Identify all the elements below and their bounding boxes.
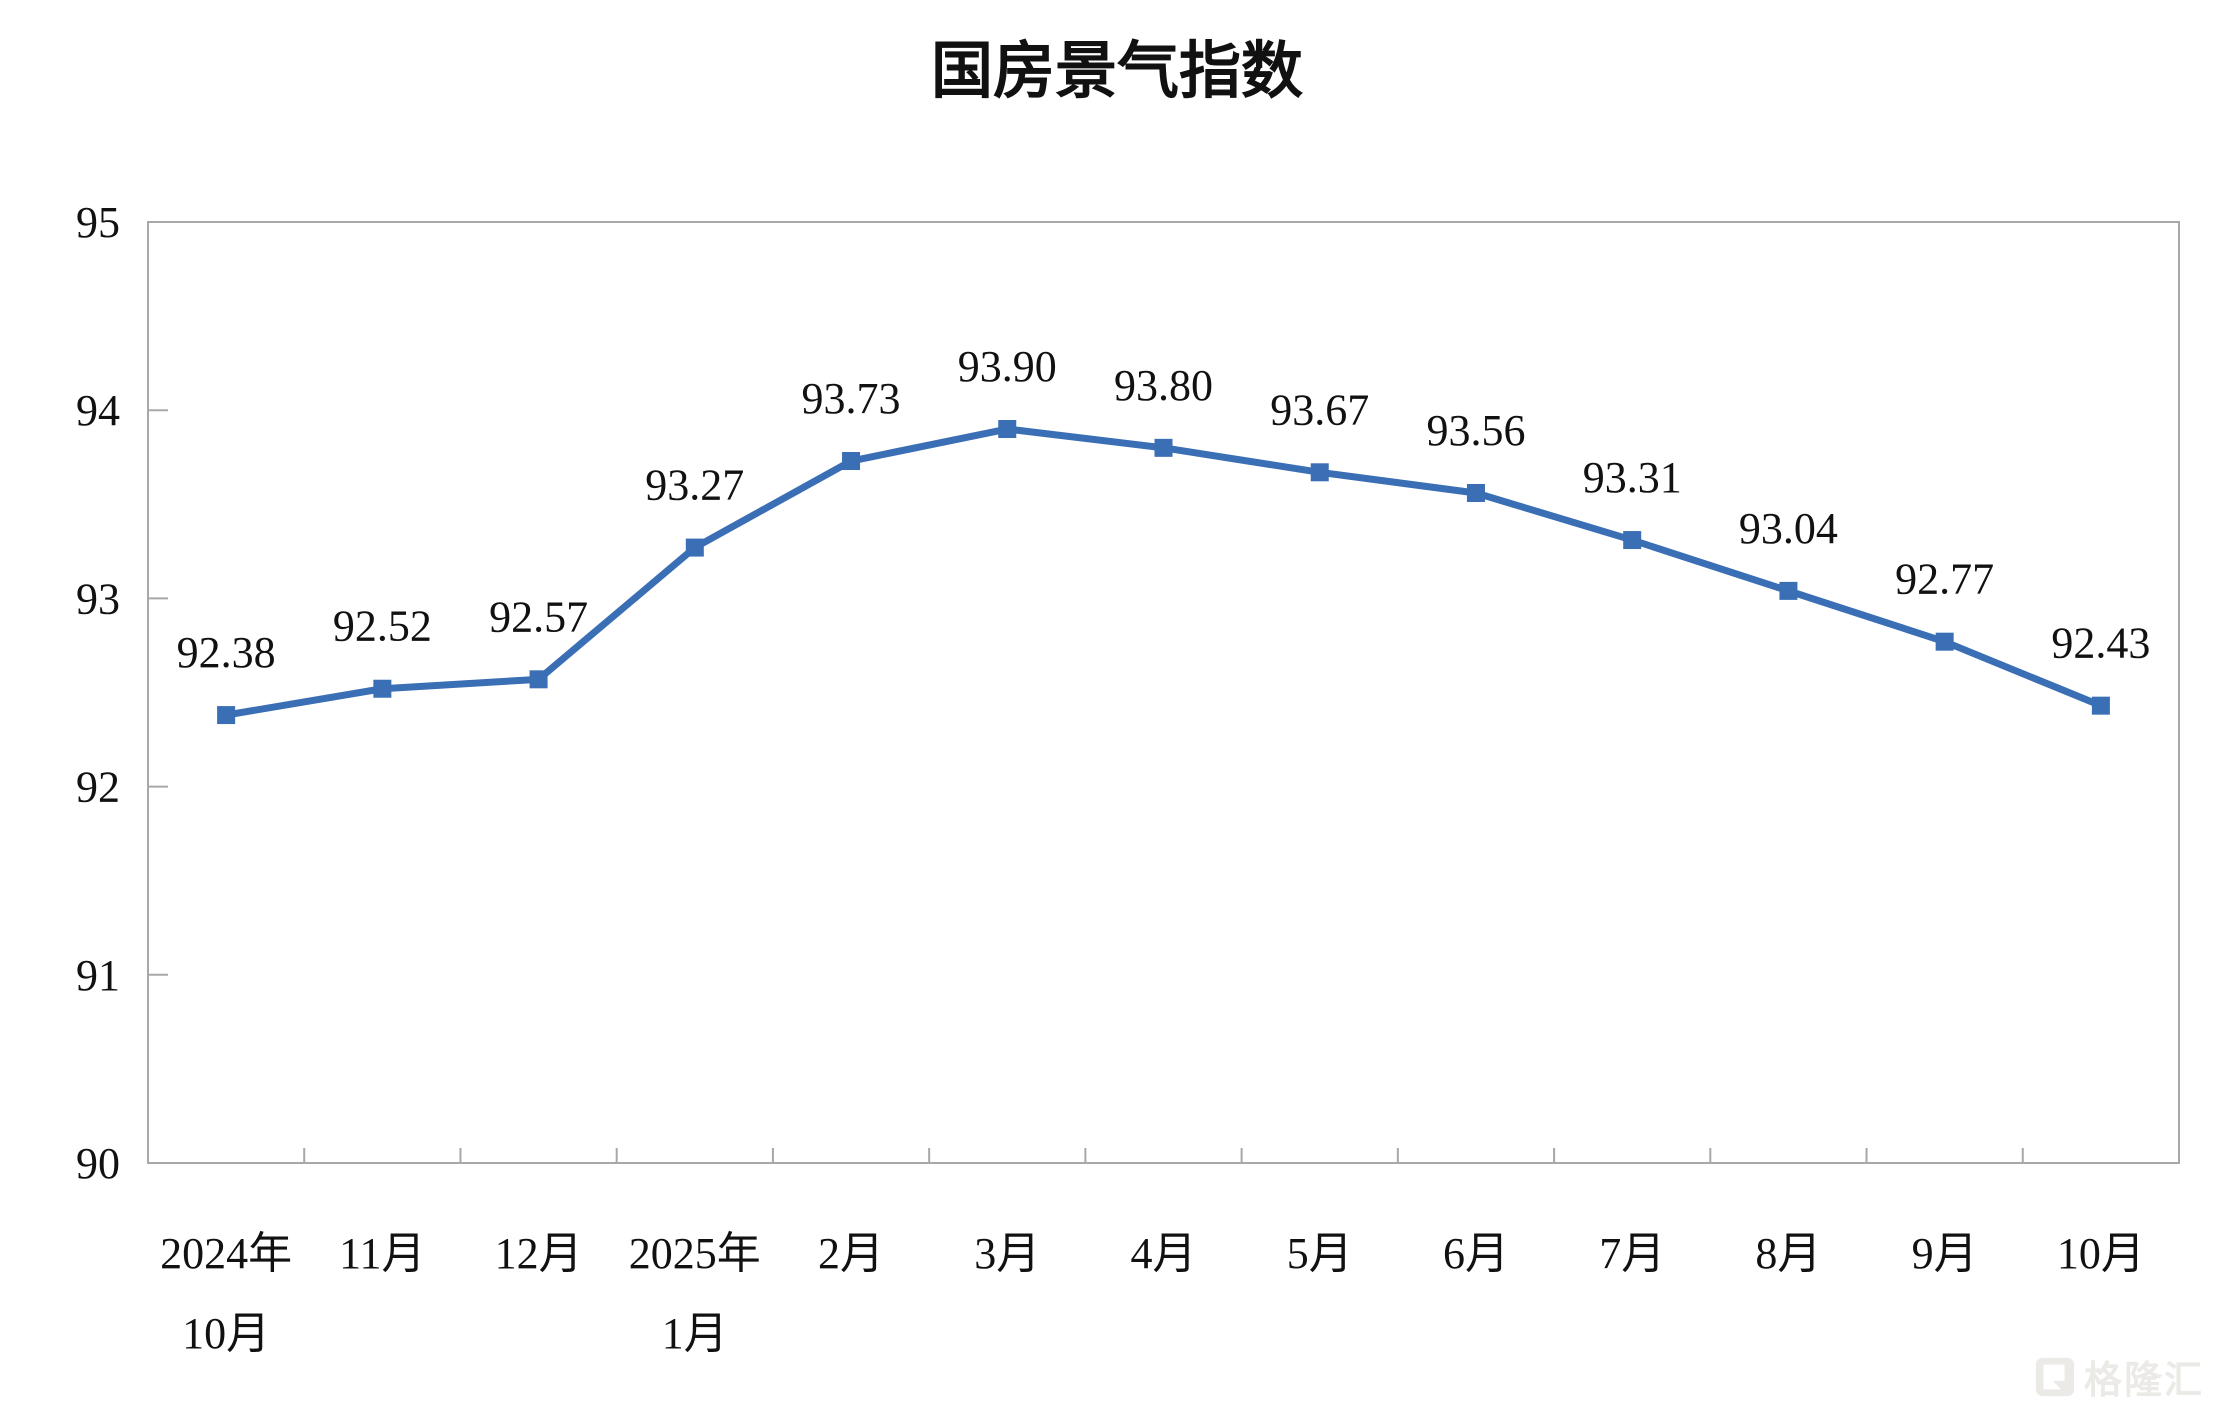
data-point-marker [529,670,548,689]
x-axis-label: 6月 [1443,1229,1509,1278]
y-axis-label: 91 [76,951,120,1000]
x-axis-label: 2024年 10月 [160,1229,292,1358]
x-axis-label: 9月 [1912,1229,1978,1278]
x-axis-label: 11月 [339,1229,425,1278]
x-axis-label: 2025年 1月 [629,1229,761,1358]
series-line [225,425,2103,719]
data-point-marker [1310,463,1329,482]
x-axis-label: 10月 [2057,1229,2145,1278]
data-label: 92.77 [1895,555,1994,604]
data-label: 93.67 [1270,385,1369,434]
data-point-marker [1466,484,1485,503]
data-label: 93.27 [645,461,744,510]
data-point-marker [2091,696,2110,715]
x-axis-label: 8月 [1755,1229,1821,1278]
data-label: 93.04 [1739,504,1838,553]
y-axis-label: 95 [76,198,120,247]
x-axis-label: 7月 [1599,1229,1665,1278]
data-label: 93.90 [958,342,1057,391]
y-axis-label: 93 [76,574,120,623]
plot-frame [147,221,2180,1164]
data-label: 93.80 [1114,361,1213,410]
data-point-marker [1154,438,1173,457]
chart-title: 国房景气指数 [930,37,1304,106]
data-point-marker [685,538,704,557]
data-label: 93.56 [1426,406,1525,455]
data-label: 93.73 [802,374,901,423]
data-point-marker [1935,632,1954,651]
data-label: 92.57 [489,592,588,641]
y-axis-label: 90 [76,1139,120,1188]
y-axis-label: 94 [76,386,120,435]
data-point-marker [1779,581,1798,600]
y-axis-label: 92 [76,763,120,812]
x-axis-label: 3月 [974,1229,1040,1278]
data-label: 92.43 [2051,619,2150,668]
gelonghui-logo-icon [2035,1357,2075,1396]
data-label: 92.52 [333,602,432,651]
gelonghui-watermark: 格隆汇 [2034,1349,2204,1404]
x-axis-label: 2月 [818,1229,884,1278]
data-point-marker [998,420,1017,439]
data-point-marker [1623,531,1642,550]
x-axis-label: 4月 [1131,1229,1197,1278]
data-point-marker [842,452,861,471]
watermark-text: 格隆汇 [2083,1360,2204,1402]
x-axis-label: 5月 [1287,1229,1353,1278]
data-point-marker [217,706,236,725]
x-axis-label: 12月 [495,1229,583,1278]
data-point-marker [373,679,392,698]
data-label: 92.38 [177,628,276,677]
data-label: 93.31 [1583,453,1682,502]
